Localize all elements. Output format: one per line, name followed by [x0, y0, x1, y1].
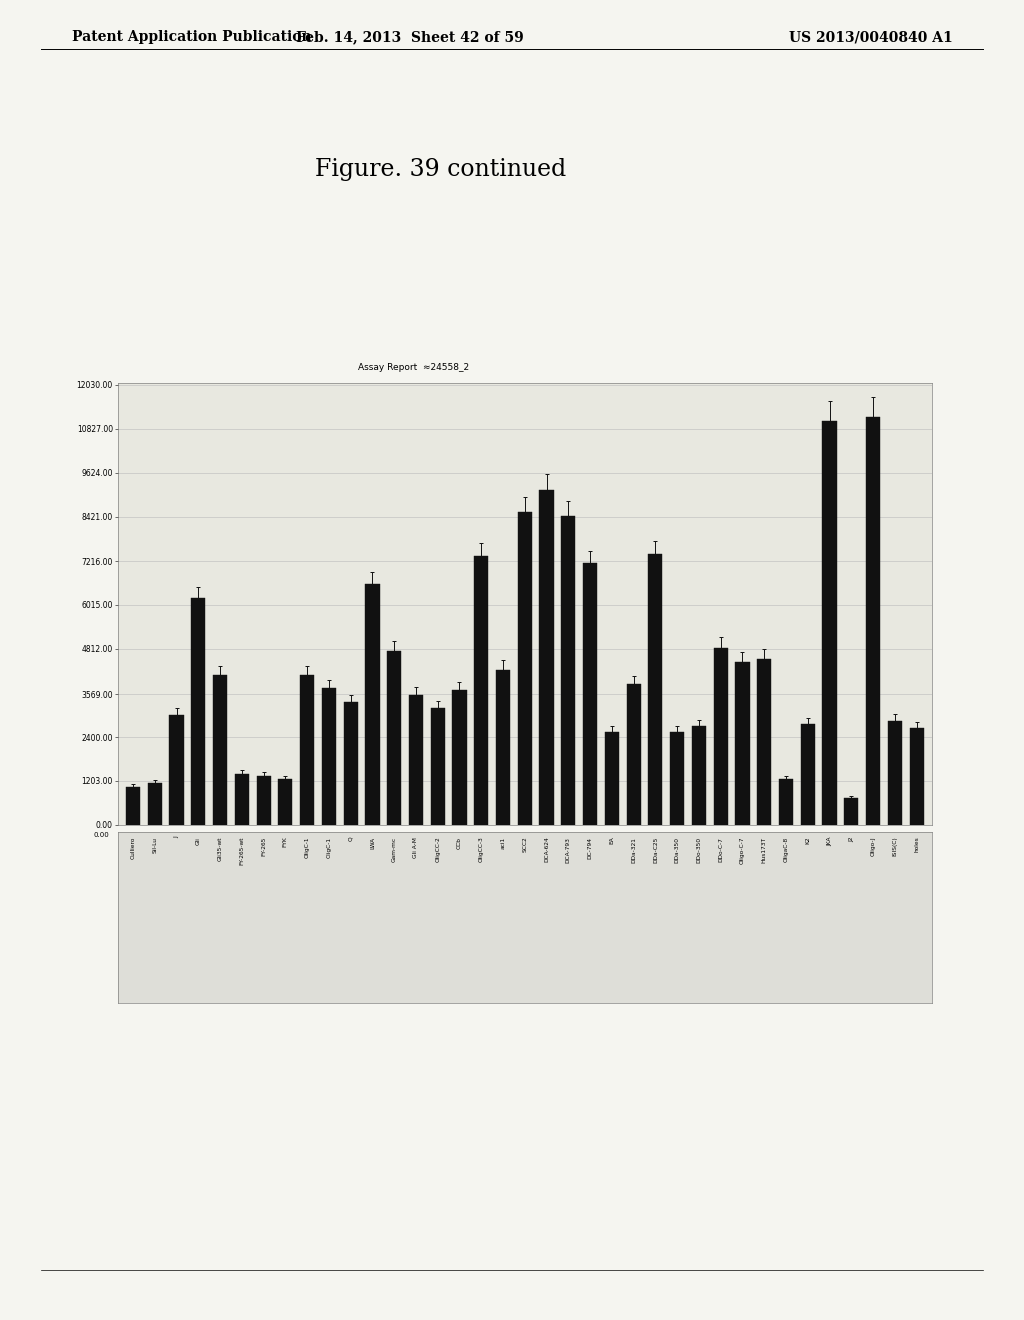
Text: ISIS(C): ISIS(C) [892, 837, 897, 857]
Text: DC-794: DC-794 [588, 837, 593, 859]
Text: OligCC-3: OligCC-3 [479, 837, 483, 862]
Bar [844, 797, 858, 825]
Bar [627, 684, 641, 825]
Text: CligC-1: CligC-1 [327, 837, 332, 858]
Text: Gli: Gli [196, 837, 201, 845]
Text: Gli A-M: Gli A-M [414, 837, 419, 858]
Text: SCC2: SCC2 [522, 837, 527, 853]
Bar [453, 689, 467, 825]
Bar [126, 787, 140, 825]
Text: OligC-1: OligC-1 [304, 837, 309, 858]
Text: Hus173T: Hus173T [762, 837, 767, 863]
Text: FY-265-wt: FY-265-wt [240, 837, 245, 865]
Bar [518, 512, 531, 825]
Text: Gam-mc: Gam-mc [392, 837, 396, 862]
Bar [366, 583, 380, 825]
Text: OligaC-8: OligaC-8 [783, 837, 788, 862]
Text: DCA-793: DCA-793 [566, 837, 570, 863]
Text: Assay Report  ≈24558_2: Assay Report ≈24558_2 [358, 363, 470, 372]
Text: FY-265: FY-265 [261, 837, 266, 857]
Text: aci1: aci1 [501, 837, 506, 849]
Text: Oligo-C-7: Oligo-C-7 [740, 837, 745, 865]
Bar [909, 729, 924, 825]
Bar [300, 675, 314, 825]
Text: holes: holes [914, 837, 920, 853]
Bar [169, 715, 183, 825]
Text: EA: EA [609, 837, 614, 845]
Text: Feb. 14, 2013  Sheet 42 of 59: Feb. 14, 2013 Sheet 42 of 59 [296, 30, 523, 45]
Text: J: J [174, 837, 179, 838]
Bar [474, 556, 488, 825]
Bar [779, 779, 793, 825]
Bar [583, 564, 597, 825]
Bar [409, 696, 423, 825]
Bar [757, 659, 771, 825]
Text: 0.00: 0.00 [94, 832, 110, 838]
Text: J2: J2 [849, 837, 854, 842]
Bar [714, 648, 728, 825]
Text: K2: K2 [805, 837, 810, 845]
Bar [257, 776, 270, 825]
Bar [561, 516, 575, 825]
Bar [191, 598, 206, 825]
Bar [605, 731, 618, 825]
Bar [648, 554, 663, 825]
Bar [322, 688, 336, 825]
Bar [822, 421, 837, 825]
Bar [735, 663, 750, 825]
Bar [888, 721, 902, 825]
Text: DCA-624: DCA-624 [544, 837, 549, 862]
Bar [801, 725, 815, 825]
Text: DDa-321: DDa-321 [631, 837, 636, 863]
Text: Oligo-J: Oligo-J [870, 837, 876, 857]
Text: Gli35-wt: Gli35-wt [217, 837, 222, 861]
Text: FYK: FYK [283, 837, 288, 847]
Bar [279, 779, 293, 825]
Text: LWA: LWA [370, 837, 375, 849]
Bar [431, 708, 444, 825]
Bar [692, 726, 706, 825]
Bar [387, 651, 401, 825]
Bar [866, 417, 881, 825]
Text: DDo-350: DDo-350 [696, 837, 701, 863]
Bar [234, 774, 249, 825]
Text: JKA: JKA [827, 837, 833, 846]
Text: OligCC-2: OligCC-2 [435, 837, 440, 862]
Text: DDa-C25: DDa-C25 [653, 837, 657, 863]
Bar [496, 669, 510, 825]
Text: DDa-350: DDa-350 [675, 837, 680, 863]
Text: Sil-Lu: Sil-Lu [153, 837, 158, 853]
Bar [670, 731, 684, 825]
Text: Q: Q [348, 837, 353, 841]
Text: Figure. 39 continued: Figure. 39 continued [314, 158, 566, 181]
Text: Patent Application Publication: Patent Application Publication [72, 30, 311, 45]
Text: Culliero: Culliero [130, 837, 135, 859]
Bar [540, 490, 554, 825]
Text: US 2013/0040840 A1: US 2013/0040840 A1 [788, 30, 952, 45]
Bar [147, 783, 162, 825]
Text: CCb: CCb [457, 837, 462, 849]
Bar [213, 675, 227, 825]
Text: DDo-C-7: DDo-C-7 [718, 837, 723, 862]
Bar [344, 702, 357, 825]
